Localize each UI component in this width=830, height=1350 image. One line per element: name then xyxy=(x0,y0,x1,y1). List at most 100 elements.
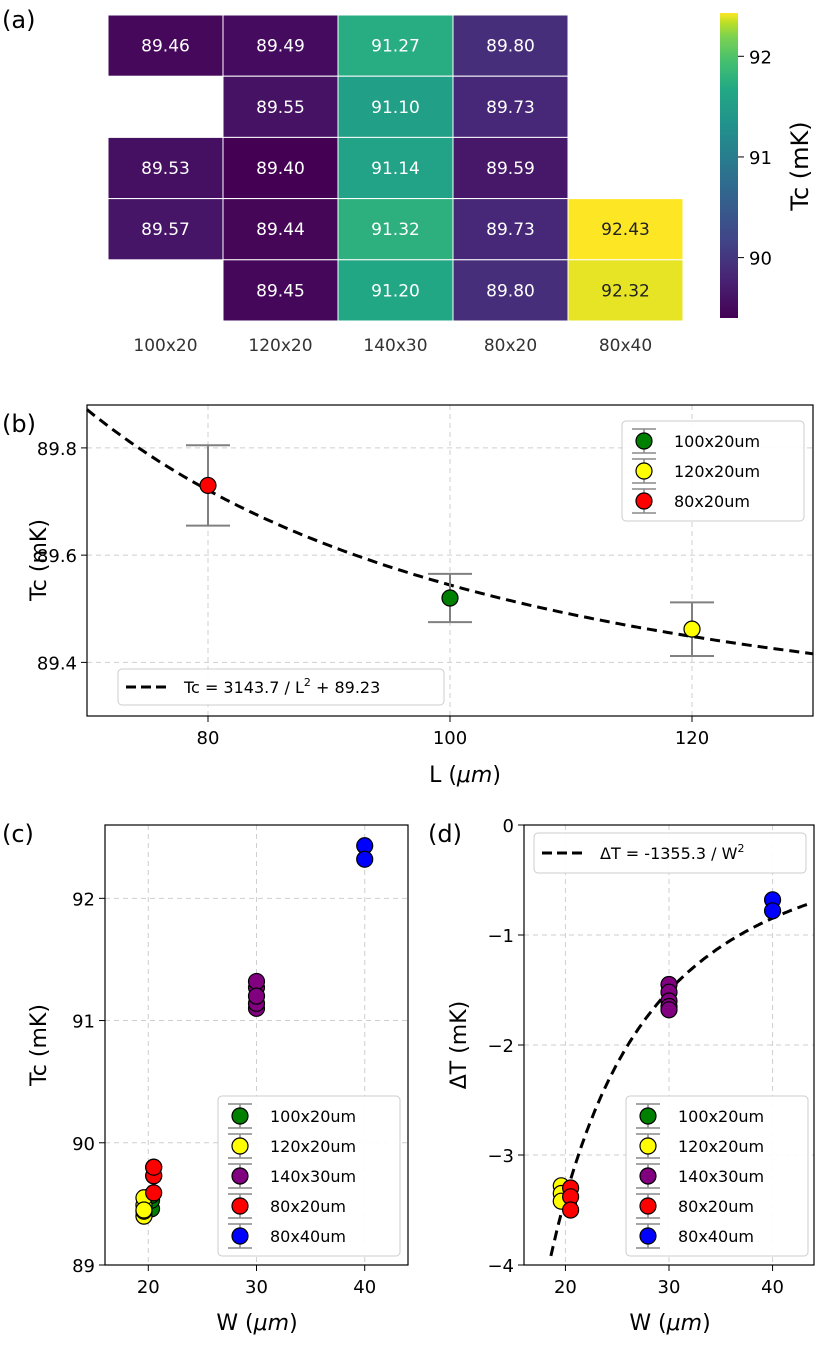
legend-marker xyxy=(231,1137,249,1155)
x-tick-label: 40 xyxy=(761,1277,784,1298)
panel-c-ticks: 20 30 40 89 90 91 92 xyxy=(72,889,376,1298)
legend-entry-label: 120x20um xyxy=(270,1137,356,1156)
y-tick-label: −2 xyxy=(487,1036,514,1057)
heatmap-column-label: 80x40 xyxy=(599,336,652,356)
data-point xyxy=(356,850,374,868)
legend-marker xyxy=(635,492,653,510)
y-tick-label: 89.4 xyxy=(37,653,77,674)
x-tick-label: 100 xyxy=(433,728,467,749)
heatmap-cell-value: 89.46 xyxy=(141,37,190,57)
heatmap-cell-value: 89.57 xyxy=(141,220,190,240)
data-point xyxy=(199,476,217,495)
y-tick-label: 89.6 xyxy=(37,546,77,567)
panel-d-xlabel: W (μm) xyxy=(629,1311,710,1336)
data-point xyxy=(247,987,266,1005)
heatmap-cell-value: 89.80 xyxy=(486,281,535,301)
panel-b-xlabel: L (μm) xyxy=(429,763,501,788)
legend-marker xyxy=(231,1227,249,1245)
panel-d-ylabel: ΔT (mK) xyxy=(447,1001,472,1090)
heatmap-cell xyxy=(452,14,569,77)
data-point xyxy=(441,589,459,607)
colorbar xyxy=(720,13,738,318)
legend-entry-label: 80x40um xyxy=(678,1227,754,1246)
heatmap-cell xyxy=(107,198,224,261)
panel-b-fit-legend: Tc = 3143.7 / L2 + 89.23 xyxy=(117,668,445,706)
legend-marker xyxy=(639,1197,657,1215)
data-point xyxy=(660,1001,678,1019)
x-tick-label: 80 xyxy=(197,728,220,749)
y-tick-label: 0 xyxy=(503,816,514,837)
heatmap-cell-value: 89.44 xyxy=(256,220,305,240)
y-tick-label: 90 xyxy=(72,1134,95,1155)
panel-d-fit-legend: ΔT = -1355.3 / W2 xyxy=(533,832,807,874)
data-point xyxy=(763,902,782,920)
colorbar-tick-label: 92 xyxy=(749,47,772,68)
heatmap-column-label: 140x30 xyxy=(363,336,427,356)
legend-box xyxy=(621,420,805,522)
heatmap-cells: 89.46 89.49 91.27 89.80 89.55 91.10 89.73 89.53… xyxy=(107,14,684,322)
heatmap-cell-value: 89.40 xyxy=(256,159,305,179)
fit-line xyxy=(549,901,813,1257)
legend-entry-label: 100x20um xyxy=(674,432,760,451)
data-point xyxy=(145,1184,163,1202)
heatmap-cell-value: 89.73 xyxy=(486,220,535,240)
panel-c-label: (c) xyxy=(2,820,34,848)
legend-marker xyxy=(639,1167,657,1185)
panel-d-legend: 100x20um 120x20um 140x30um 80x20um 80x40um xyxy=(625,1095,809,1257)
heatmap-cell-value: 89.55 xyxy=(256,98,305,118)
heatmap-cell xyxy=(567,198,684,261)
heatmap-cell-value: 89.53 xyxy=(141,159,190,179)
legend-marker xyxy=(639,1107,657,1125)
panel-b-ylabel: Tc (mK) xyxy=(27,519,52,602)
heatmap-cell xyxy=(222,14,339,77)
data-point xyxy=(562,1201,580,1219)
heatmap-cell xyxy=(452,136,569,200)
panel-d-fit-curve xyxy=(549,901,813,1257)
heatmap-cell-value: 89.49 xyxy=(256,37,305,57)
heatmap-cell-value: 92.32 xyxy=(601,281,650,301)
panel-b-fit-label: Tc = 3143.7 / L2 + 89.23 xyxy=(183,676,380,697)
colorbar-label: Tc (mK) xyxy=(786,121,814,211)
colorbar-ticks: 90 91 92 xyxy=(738,47,772,270)
legend-entry-label: 80x40um xyxy=(270,1227,346,1246)
y-tick-label: −4 xyxy=(487,1256,514,1277)
heatmap-cell-value: 91.27 xyxy=(371,37,420,57)
x-tick-label: 40 xyxy=(353,1277,376,1298)
heatmap-cell xyxy=(337,75,454,138)
heatmap-cell-value: 91.32 xyxy=(371,220,420,240)
panel-c-points xyxy=(135,837,374,1225)
heatmap-cell xyxy=(107,136,224,200)
heatmap-cell xyxy=(107,14,224,77)
legend-marker xyxy=(635,462,653,480)
heatmap-cell-value: 89.59 xyxy=(486,159,535,179)
legend-marker xyxy=(231,1167,249,1185)
legend-entry-label: 80x20um xyxy=(674,492,750,511)
legend-entry-label: 80x20um xyxy=(678,1197,754,1216)
x-tick-label: 20 xyxy=(554,1277,577,1298)
data-point xyxy=(247,972,266,991)
panel-c-ylabel: Tc (mK) xyxy=(27,1004,52,1087)
y-tick-label: −3 xyxy=(487,1146,514,1167)
panel-c-legend: 100x20um 120x20um 140x30um 80x20um 80x40um xyxy=(217,1095,401,1257)
heatmap-cell-value: 91.20 xyxy=(371,281,420,301)
x-tick-label: 30 xyxy=(658,1277,681,1298)
panel-b-ticks: 80 100 120 89.4 89.6 89.8 xyxy=(37,439,709,749)
heatmap-cell xyxy=(222,75,339,138)
x-tick-label: 30 xyxy=(245,1277,268,1298)
panel-b-legend: 100x20um 120x20um 80x20um xyxy=(621,420,805,522)
heatmap-cell-value: 91.10 xyxy=(371,98,420,118)
heatmap-column-label: 100x20 xyxy=(133,336,197,356)
legend-marker xyxy=(635,432,653,450)
legend-box xyxy=(217,1095,401,1257)
legend-box xyxy=(625,1095,809,1257)
data-point xyxy=(145,1158,163,1176)
colorbar-tick-label: 90 xyxy=(749,249,772,270)
heatmap-cell xyxy=(337,136,454,200)
panel-c-xlabel: W (μm) xyxy=(216,1311,297,1336)
panel-d-ticks: 20 30 40 −4 −3 −2 −1 0 xyxy=(487,816,784,1298)
panel-d: (d) 20 30 40 −4 −3 −2 −1 0 ΔT (mK) W (μm) ΔT = … xyxy=(428,816,815,1336)
legend-marker xyxy=(231,1107,249,1125)
data-point xyxy=(683,620,701,638)
heatmap-column-label: 80x20 xyxy=(484,336,537,356)
